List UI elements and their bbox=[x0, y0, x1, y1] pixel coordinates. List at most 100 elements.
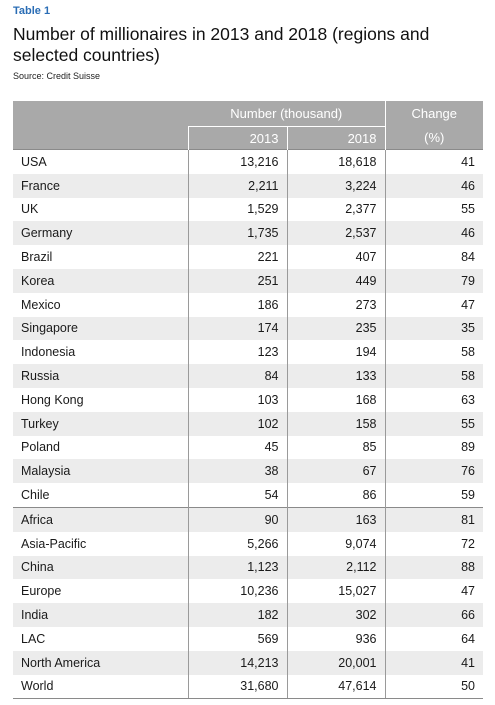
row-value-2013: 102 bbox=[187, 411, 287, 436]
row-value-2013: 13,216 bbox=[187, 148, 287, 174]
row-change: 47 bbox=[384, 292, 483, 317]
row-change: 58 bbox=[384, 340, 483, 365]
row-name: Brazil bbox=[13, 245, 188, 269]
table-row: North America 14,213 20,001 41 bbox=[13, 650, 483, 675]
row-name: China bbox=[13, 555, 188, 580]
row-value-2013: 251 bbox=[187, 268, 287, 293]
row-value-2018: 20,001 bbox=[286, 650, 385, 675]
row-change: 35 bbox=[384, 316, 483, 341]
row-value-2013: 123 bbox=[187, 340, 287, 365]
table-row: France 2,211 3,224 46 bbox=[13, 173, 483, 198]
row-change: 72 bbox=[384, 531, 483, 556]
row-value-2018: 158 bbox=[286, 411, 385, 436]
row-name: Hong Kong bbox=[13, 387, 188, 412]
row-name: Poland bbox=[13, 435, 188, 460]
table-row: World 31,680 47,614 50 bbox=[13, 674, 483, 700]
header-change-unit: (%) bbox=[384, 126, 483, 150]
table-row: Malaysia 38 67 76 bbox=[13, 459, 483, 484]
row-change: 64 bbox=[384, 626, 483, 651]
millionaires-table: Number (thousand) Change 2013 2018 (%) U… bbox=[13, 101, 483, 700]
row-value-2013: 45 bbox=[187, 435, 287, 460]
table-row: Brazil 221 407 84 bbox=[13, 245, 483, 269]
row-name: USA bbox=[13, 148, 188, 174]
row-name: Germany bbox=[13, 221, 188, 246]
row-value-2013: 1,529 bbox=[187, 197, 287, 222]
row-change: 55 bbox=[384, 411, 483, 436]
header-row-top: Number (thousand) Change bbox=[13, 101, 483, 127]
table-row: Asia-Pacific 5,266 9,074 72 bbox=[13, 531, 483, 556]
row-value-2018: 133 bbox=[286, 364, 385, 388]
row-name: Mexico bbox=[13, 292, 188, 317]
row-change: 76 bbox=[384, 459, 483, 484]
row-value-2018: 3,224 bbox=[286, 173, 385, 198]
header-change: Change bbox=[384, 101, 483, 127]
header-blank-cell bbox=[13, 101, 188, 127]
table-row: Chile 54 86 59 bbox=[13, 483, 483, 508]
row-value-2013: 2,211 bbox=[187, 173, 287, 198]
row-value-2013: 5,266 bbox=[187, 531, 287, 556]
row-value-2018: 194 bbox=[286, 340, 385, 365]
row-value-2013: 31,680 bbox=[187, 674, 287, 700]
row-name: Turkey bbox=[13, 411, 188, 436]
table-row: Germany 1,735 2,537 46 bbox=[13, 221, 483, 246]
row-name: India bbox=[13, 603, 188, 627]
row-change: 41 bbox=[384, 148, 483, 174]
row-value-2013: 569 bbox=[187, 626, 287, 651]
row-change: 46 bbox=[384, 173, 483, 198]
row-value-2013: 221 bbox=[187, 245, 287, 269]
row-change: 41 bbox=[384, 650, 483, 675]
header-blank-cell bbox=[13, 126, 188, 150]
row-value-2013: 84 bbox=[187, 364, 287, 388]
row-value-2018: 302 bbox=[286, 603, 385, 627]
header-year-2013: 2013 bbox=[187, 126, 287, 150]
row-value-2018: 273 bbox=[286, 292, 385, 317]
row-value-2018: 163 bbox=[286, 506, 385, 532]
row-change: 46 bbox=[384, 221, 483, 246]
row-change: 47 bbox=[384, 579, 483, 604]
row-name: Asia-Pacific bbox=[13, 531, 188, 556]
table-row: China 1,123 2,112 88 bbox=[13, 555, 483, 580]
table-row: Mexico 186 273 47 bbox=[13, 292, 483, 317]
row-value-2018: 407 bbox=[286, 245, 385, 269]
table-row: Europe 10,236 15,027 47 bbox=[13, 579, 483, 604]
row-name: France bbox=[13, 173, 188, 198]
row-change: 88 bbox=[384, 555, 483, 580]
row-value-2018: 2,377 bbox=[286, 197, 385, 222]
row-value-2013: 182 bbox=[187, 603, 287, 627]
table-row: Poland 45 85 89 bbox=[13, 435, 483, 460]
table-title: Number of millionaires in 2013 and 2018 … bbox=[13, 24, 430, 65]
row-value-2018: 67 bbox=[286, 459, 385, 484]
row-value-2018: 15,027 bbox=[286, 579, 385, 604]
row-change: 55 bbox=[384, 197, 483, 222]
row-value-2018: 2,112 bbox=[286, 555, 385, 580]
row-value-2018: 168 bbox=[286, 387, 385, 412]
table-row: India 182 302 66 bbox=[13, 603, 483, 627]
table-body: USA 13,216 18,618 41 France 2,211 3,224 46 UK 1,5… bbox=[13, 148, 483, 700]
row-name: UK bbox=[13, 197, 188, 222]
table-row: USA 13,216 18,618 41 bbox=[13, 148, 483, 174]
table-label: Table 1 bbox=[13, 5, 51, 17]
row-change: 79 bbox=[384, 268, 483, 293]
row-change: 58 bbox=[384, 364, 483, 388]
table-row: UK 1,529 2,377 55 bbox=[13, 197, 483, 222]
row-value-2018: 235 bbox=[286, 316, 385, 341]
row-name: Europe bbox=[13, 579, 188, 604]
row-name: Africa bbox=[13, 506, 188, 532]
row-change: 84 bbox=[384, 245, 483, 269]
row-value-2013: 174 bbox=[187, 316, 287, 341]
table-row: Africa 90 163 81 bbox=[13, 506, 483, 532]
table-row: Turkey 102 158 55 bbox=[13, 411, 483, 436]
row-change: 81 bbox=[384, 506, 483, 532]
row-name: Singapore bbox=[13, 316, 188, 341]
row-change: 89 bbox=[384, 435, 483, 460]
table-row: Hong Kong 103 168 63 bbox=[13, 387, 483, 412]
header-number-group: Number (thousand) bbox=[188, 101, 385, 127]
row-name: Malaysia bbox=[13, 459, 188, 484]
source-note: Source: Credit Suisse bbox=[13, 71, 101, 81]
table-row: LAC 569 936 64 bbox=[13, 626, 483, 651]
row-name: LAC bbox=[13, 626, 188, 651]
table-row: Korea 251 449 79 bbox=[13, 268, 483, 293]
table-row: Russia 84 133 58 bbox=[13, 364, 483, 388]
row-change: 50 bbox=[384, 674, 483, 700]
row-value-2013: 38 bbox=[187, 459, 287, 484]
